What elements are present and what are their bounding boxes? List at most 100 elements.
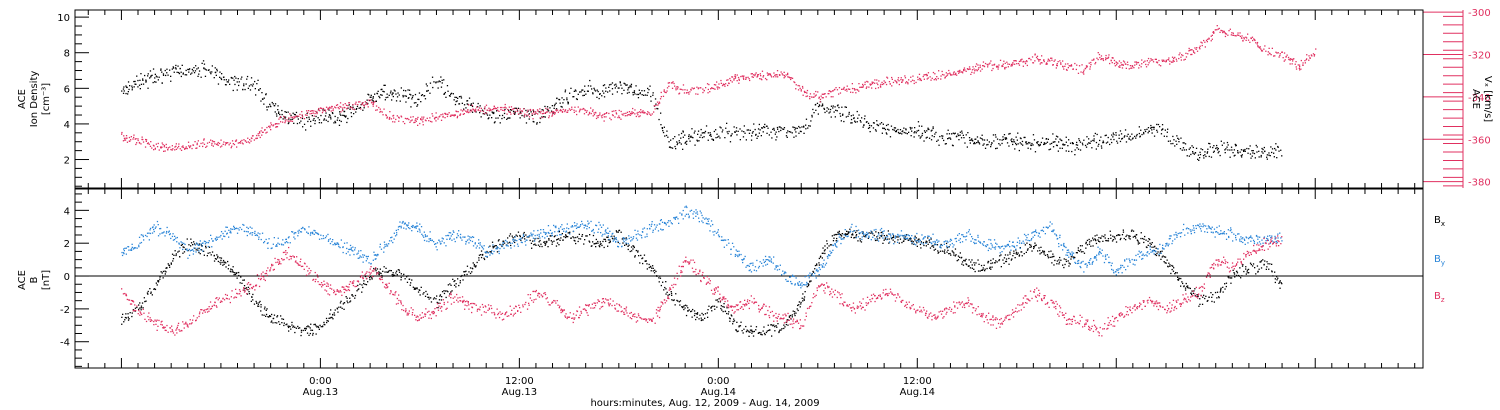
velocity-series-point [432, 115, 434, 117]
velocity-series-point [1067, 67, 1069, 69]
b-x-series-point [716, 306, 718, 308]
density-series-point [1150, 124, 1152, 127]
b-x-series-point [806, 286, 808, 288]
density-series-point [707, 132, 709, 134]
b-x-series-point [1023, 253, 1025, 255]
density-series-point [1138, 132, 1140, 135]
density-series-point [880, 122, 883, 124]
velocity-series-point [1300, 59, 1302, 62]
density-series-point [605, 87, 607, 89]
b-y-series-point [350, 247, 352, 249]
b-x-series-point [1025, 251, 1027, 253]
density-series-point [389, 92, 392, 94]
density-series-point [873, 122, 875, 124]
b-x-series-point [1207, 299, 1209, 302]
velocity-series-point [869, 84, 872, 86]
b-x-series-point [959, 252, 961, 254]
density-series-point [700, 134, 702, 136]
velocity-series-point [1025, 60, 1028, 62]
density-series-point [415, 102, 417, 104]
density-series-point [644, 94, 647, 96]
b-x-series-point [643, 254, 646, 256]
b-y-series-point [188, 254, 191, 256]
density-series-point [948, 133, 951, 135]
b-x-series-point [1000, 254, 1002, 256]
b-x-series-point [1236, 274, 1238, 277]
b-x-series-point [489, 245, 491, 247]
b-y-series-point [128, 249, 130, 251]
density-series-point [308, 116, 310, 118]
b-x-series-point [876, 236, 878, 238]
density-series-point [747, 129, 750, 131]
b-x-series-point [1281, 283, 1283, 285]
velocity-series-point [703, 89, 705, 92]
velocity-series-point [378, 106, 380, 109]
velocity-series-point [1147, 57, 1150, 60]
velocity-series-point [488, 107, 490, 109]
density-series-point [1016, 139, 1018, 141]
density-series-point [127, 93, 129, 95]
b-y-series-point [294, 238, 296, 240]
b-x-series-point [1088, 243, 1091, 245]
b-y-series-point [178, 243, 180, 245]
velocity-series-point [849, 88, 851, 90]
b-x-series-point [835, 240, 837, 242]
b-x-series-point [385, 267, 387, 269]
velocity-series-point [1245, 39, 1247, 41]
velocity-series-point [398, 116, 400, 118]
b-y-series-point [336, 242, 338, 244]
density-series-point [916, 130, 918, 132]
b-x-series-point [175, 253, 177, 255]
density-series-point [1192, 152, 1194, 154]
density-series-point [125, 86, 128, 88]
velocity-series-point [1130, 67, 1132, 69]
density-series-point [910, 135, 912, 137]
velocity-series-point [1020, 59, 1022, 61]
density-series-point [1045, 138, 1048, 140]
density-series-point [577, 93, 579, 95]
density-series-point [699, 136, 701, 138]
b-x-series-point [683, 305, 685, 307]
b-x-series-point [155, 282, 157, 284]
density-series-point [967, 132, 969, 134]
velocity-series-point [330, 107, 332, 109]
b-y-series-point [206, 241, 208, 244]
velocity-series-point [1110, 60, 1112, 62]
b-x-series-point [802, 300, 804, 302]
density-series-point [842, 113, 844, 115]
density-series-point [894, 127, 897, 129]
density-series-point [1172, 135, 1174, 138]
b-x-series-point [425, 290, 427, 293]
b-y-series-point [362, 256, 364, 258]
b-x-series-point [315, 325, 317, 327]
b-x-series-point [1140, 232, 1142, 234]
velocity-series-point [813, 96, 815, 98]
density-series-point [205, 69, 207, 71]
b-x-series-point [850, 236, 852, 238]
velocity-series-point [581, 108, 583, 111]
density-series-point [136, 75, 138, 77]
density-series-point [230, 76, 232, 79]
velocity-series-point [450, 114, 452, 116]
velocity-series-point [806, 92, 808, 94]
velocity-series-point [691, 87, 693, 89]
density-series-point [1112, 132, 1114, 134]
b-x-series-point [1086, 239, 1089, 242]
b-x-series-point [990, 268, 992, 270]
density-series-point [1064, 144, 1066, 146]
density-series-point [1043, 142, 1045, 144]
b-x-series-point [332, 318, 334, 320]
b-x-series-point [614, 238, 616, 240]
b-x-series-point [828, 245, 830, 247]
b-y-series-point [194, 244, 196, 246]
b-x-series-point [989, 266, 991, 268]
velocity-series-point [436, 116, 438, 118]
velocity-series-point [180, 149, 183, 151]
velocity-series-point [145, 140, 147, 142]
b-x-series-point [777, 323, 779, 325]
velocity-series-point [486, 109, 489, 111]
b-x-series-point [894, 241, 896, 243]
velocity-series-point [620, 118, 622, 120]
density-series-point [744, 132, 746, 134]
velocity-series-point [595, 117, 598, 120]
